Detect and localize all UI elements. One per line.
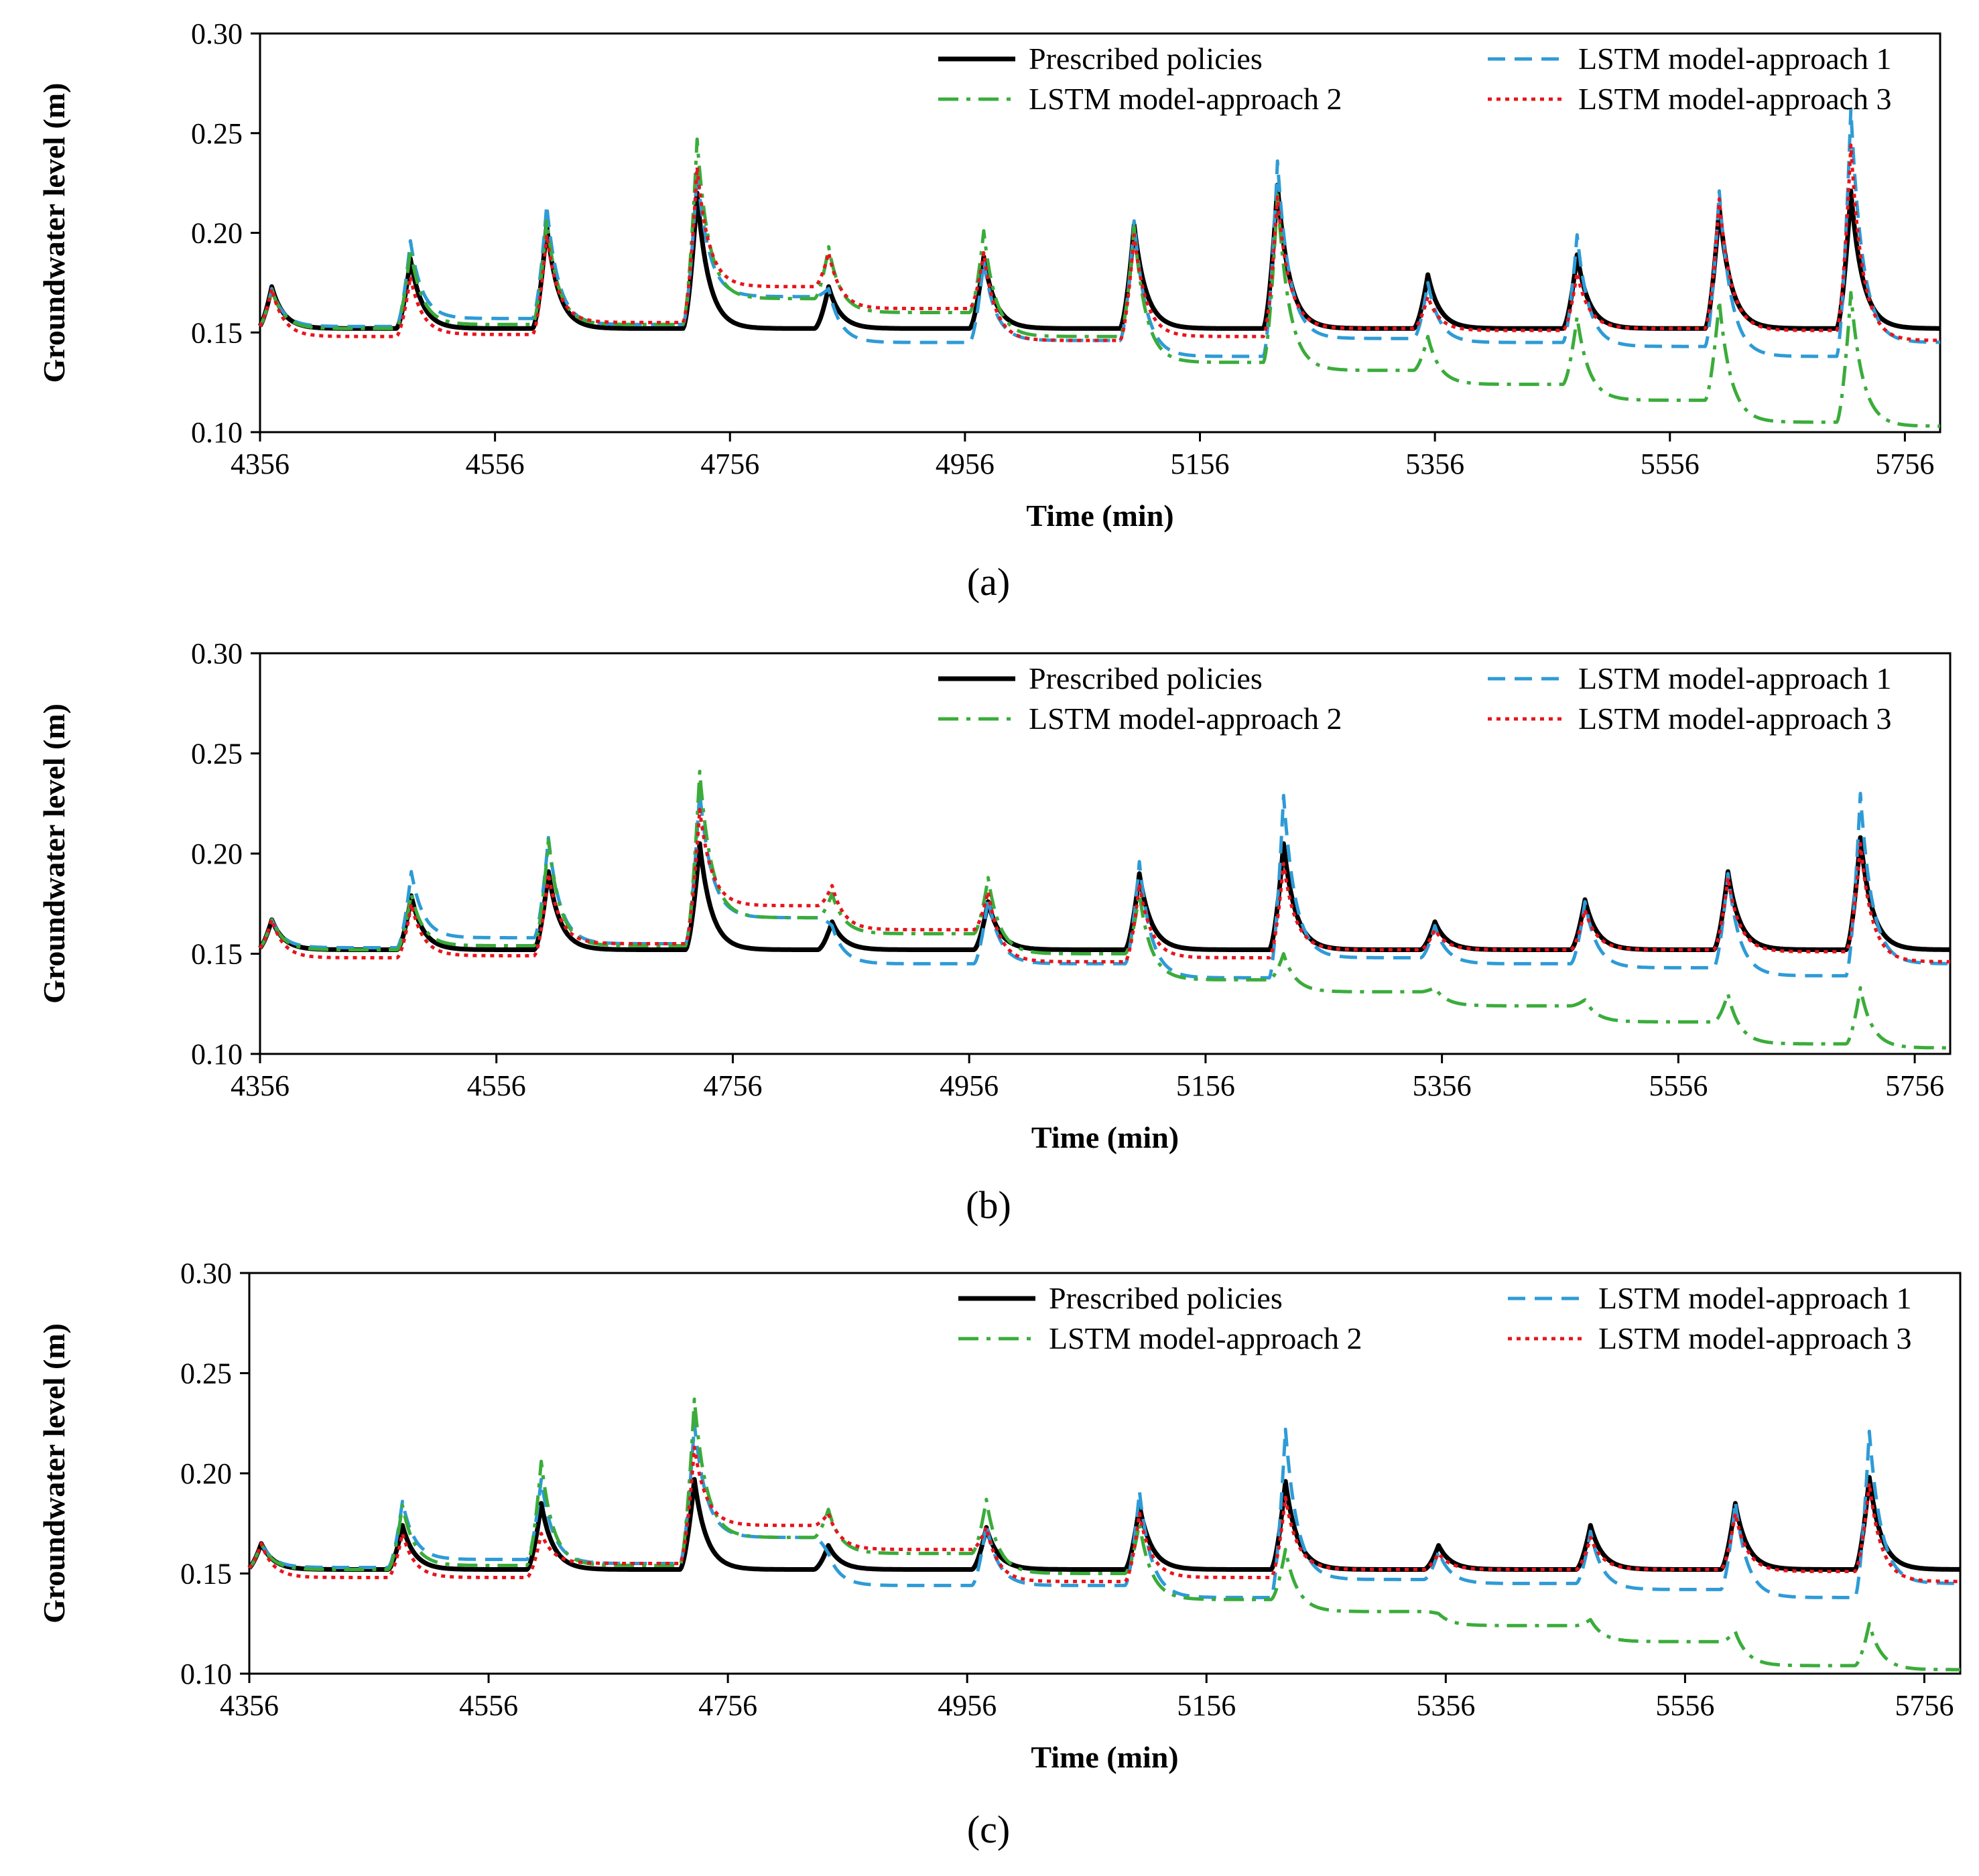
x-tick-label: 5156 (1177, 1689, 1236, 1722)
y-tick-label: 0.10 (191, 1038, 243, 1071)
legend-label-approach3: LSTM model-approach 3 (1598, 1321, 1912, 1355)
y-tick-label: 0.20 (191, 838, 243, 870)
legend-label-approach3: LSTM model-approach 3 (1578, 82, 1892, 116)
panel-label: (a) (967, 560, 1010, 604)
y-tick-label: 0.25 (180, 1357, 232, 1390)
legend-label-approach1: LSTM model-approach 1 (1598, 1281, 1912, 1315)
x-tick-label: 5356 (1416, 1689, 1475, 1722)
series-line-approach2 (259, 769, 1951, 1050)
series-line-approach3 (248, 1445, 1961, 1583)
y-tick-label: 0.15 (191, 316, 243, 349)
x-tick-label: 5756 (1875, 448, 1934, 480)
y-axis-title: Groundwater level (m) (37, 704, 71, 1004)
y-tick-label: 0.20 (191, 217, 243, 250)
x-tick-label: 4556 (466, 448, 525, 480)
series-line-approach2 (258, 137, 1941, 428)
x-tick-label: 5556 (1649, 1069, 1708, 1102)
x-tick-label: 5556 (1655, 1689, 1714, 1722)
panel-3-chart: 0.10 0.15 0.20 0.25 0.30 4356 4556 4756 4956 5156… (37, 1257, 1962, 1774)
x-axis-title: Time (min) (1031, 1740, 1178, 1774)
x-tick-label: 5356 (1413, 1069, 1472, 1102)
legend-label-approach3: LSTM model-approach 3 (1578, 701, 1892, 736)
x-tick-label: 4756 (703, 1069, 762, 1102)
y-axis-title: Groundwater level (m) (37, 1323, 71, 1623)
y-axis-title: Groundwater level (m) (37, 82, 71, 383)
legend-label-prescribed: Prescribed policies (1029, 661, 1263, 695)
y-tick-label: 0.10 (191, 416, 243, 449)
y-tick-label: 0.20 (180, 1457, 232, 1490)
x-axis-title: Time (min) (1031, 1120, 1179, 1154)
series-line-approach1 (258, 107, 1941, 358)
x-tick-label: 4956 (938, 1689, 997, 1722)
series-line-approach3 (258, 143, 1941, 342)
panel-label: (c) (967, 1808, 1010, 1851)
series-line-approach1 (248, 1421, 1961, 1599)
legend-label-approach2: LSTM model-approach 2 (1049, 1321, 1362, 1355)
x-tick-label: 5156 (1176, 1069, 1235, 1102)
x-tick-label: 4956 (936, 448, 995, 480)
legend: Prescribed policies LSTM model-approach 1… (938, 42, 1892, 116)
legend-label-approach2: LSTM model-approach 2 (1029, 82, 1342, 116)
y-tick-label: 0.30 (180, 1257, 232, 1290)
x-tick-label: 4756 (700, 448, 759, 480)
y-tick-label: 0.30 (191, 17, 243, 50)
panel-label: (b) (966, 1183, 1011, 1227)
y-tick-label: 0.15 (180, 1558, 232, 1591)
y-tick-label: 0.15 (191, 938, 243, 971)
series-line-approach2 (248, 1397, 1961, 1672)
panel-2-chart: 0.10 0.15 0.20 0.25 0.30 4356 4556 4756 4956 5156… (37, 637, 1952, 1154)
legend-label-prescribed: Prescribed policies (1029, 42, 1263, 76)
y-tick-label: 0.30 (191, 637, 243, 670)
panel-1-chart: 0.10 0.15 0.20 0.25 0.30 4356 4556 4756 4956 5156… (37, 17, 1941, 533)
x-tick-label: 5756 (1895, 1689, 1954, 1722)
legend: Prescribed policies LSTM model-approach 1… (958, 1281, 1912, 1355)
legend-label-approach1: LSTM model-approach 1 (1578, 42, 1892, 76)
legend-label-approach2: LSTM model-approach 2 (1029, 701, 1342, 736)
y-tick-label: 0.25 (191, 738, 243, 770)
x-tick-label: 4356 (231, 448, 290, 480)
y-tick-label: 0.25 (191, 117, 243, 150)
x-tick-label: 5756 (1885, 1069, 1944, 1102)
legend-label-approach1: LSTM model-approach 1 (1578, 661, 1892, 695)
x-tick-label: 4356 (231, 1069, 290, 1102)
series-line-prescribed (258, 835, 1952, 952)
series-line-prescribed (247, 1475, 1962, 1572)
x-tick-label: 5356 (1405, 448, 1464, 480)
x-tick-label: 4356 (220, 1689, 279, 1722)
x-tick-label: 4556 (467, 1069, 526, 1102)
x-tick-label: 5156 (1171, 448, 1230, 480)
legend: Prescribed policies LSTM model-approach 1… (938, 661, 1892, 736)
x-tick-label: 5556 (1641, 448, 1700, 480)
x-axis-title: Time (min) (1026, 498, 1173, 533)
series-line-prescribed (257, 182, 1941, 331)
y-tick-label: 0.10 (180, 1658, 232, 1690)
x-tick-label: 4956 (940, 1069, 999, 1102)
legend-label-prescribed: Prescribed policies (1049, 1281, 1283, 1315)
x-tick-label: 4756 (698, 1689, 757, 1722)
x-tick-label: 4556 (459, 1689, 518, 1722)
series-line-approach3 (259, 807, 1951, 963)
series-line-approach1 (259, 789, 1951, 980)
